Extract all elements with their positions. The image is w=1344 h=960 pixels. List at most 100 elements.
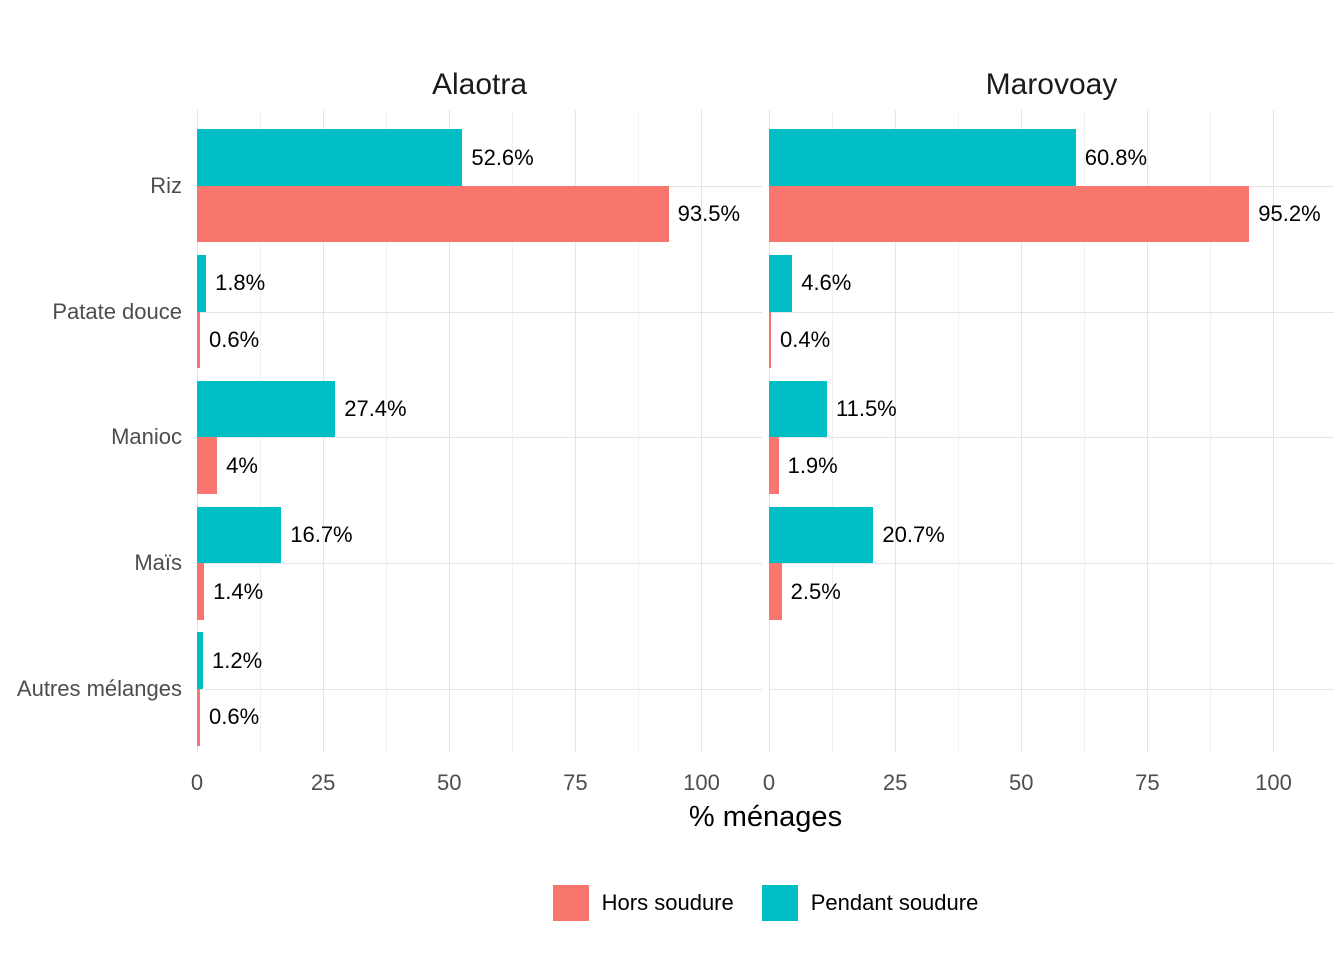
legend-item-pendant-soudure: Pendant soudure xyxy=(761,885,979,921)
gridline-minor-vertical xyxy=(958,110,960,752)
y-axis-label: Autres mélanges xyxy=(16,676,182,702)
panel-gap xyxy=(762,110,769,752)
bar-hors-soudure xyxy=(769,311,772,369)
gridline-major-horizontal xyxy=(197,311,762,313)
gridline-major-vertical xyxy=(1273,110,1275,752)
bar-slot: 20.7% xyxy=(769,506,1334,564)
legend-item-hors-soudure: Hors soudure xyxy=(552,885,734,921)
x-tick-label: 100 xyxy=(683,770,720,795)
category-row: 11.5% 1.9% xyxy=(769,375,1334,501)
bar-value-label: 2.5% xyxy=(790,578,841,604)
bar-value-label: 1.9% xyxy=(787,452,838,478)
gridline-major-horizontal xyxy=(769,437,1334,439)
category-row: 52.6% 93.5% xyxy=(197,123,762,249)
x-tick-label: 100 xyxy=(1255,770,1292,795)
category-rows: 52.6% 93.5% 1.8% 0.6% 27.4% 4% 16.7% 1.4% 1.2% 0.… xyxy=(197,123,762,752)
x-axis-ticks-alaotra: 0 25 50 75 100 xyxy=(191,752,762,799)
legend-swatch-hors-soudure xyxy=(552,885,589,921)
x-tick-label: 25 xyxy=(882,770,908,795)
bar-pendant-soudure xyxy=(197,632,204,690)
bar-hors-soudure xyxy=(197,563,205,620)
category-row: 27.4% 4% xyxy=(197,375,762,501)
bar-pendant-soudure xyxy=(769,506,874,564)
category-row: 20.7% 2.5% xyxy=(769,500,1334,626)
bar-hors-soudure xyxy=(769,185,1250,243)
facet-title-marovoay: Marovoay xyxy=(985,67,1118,101)
bar-pendant-soudure xyxy=(197,506,282,564)
category-rows: 60.8% 95.2% 4.6% 0.4% 11.5% 1.9% 20.7% 2.5% xyxy=(769,123,1334,752)
category-row: 4.6% 0.4% xyxy=(769,249,1334,375)
bar-hors-soudure xyxy=(197,185,669,243)
bar-slot: 16.7% xyxy=(197,506,762,564)
bar-slot: 2.5% xyxy=(769,563,1334,620)
bar-value-label: 1.8% xyxy=(215,270,266,296)
legend-label-pendant-soudure: Pendant soudure xyxy=(810,890,979,915)
bar-value-label: 27.4% xyxy=(344,396,407,422)
bar-pendant-soudure xyxy=(197,255,207,312)
category-row xyxy=(769,626,1334,752)
gridline-major-vertical xyxy=(575,110,577,752)
facet-title-alaotra: Alaotra xyxy=(431,67,528,101)
gridline-major-horizontal xyxy=(197,689,762,691)
x-axis-title-row: % ménages xyxy=(197,801,1334,837)
gridline-major-vertical xyxy=(895,110,897,752)
bar-pendant-soudure xyxy=(769,129,1076,186)
gridline-major-vertical xyxy=(1021,110,1023,752)
facet-panel-marovoay: 60.8% 95.2% 4.6% 0.4% 11.5% 1.9% 20.7% 2.5% xyxy=(769,110,1334,752)
gridline-major-horizontal xyxy=(769,311,1334,313)
x-tick-label: 0 xyxy=(190,770,204,795)
bar-pendant-soudure xyxy=(197,129,463,186)
x-tick-label: 75 xyxy=(1135,770,1160,795)
gridline-major-horizontal xyxy=(197,563,762,565)
gridline-minor-vertical xyxy=(1210,110,1212,752)
bar-value-label: 16.7% xyxy=(290,521,353,547)
bar-value-label: 0.6% xyxy=(209,326,260,352)
bar-value-label: 4% xyxy=(226,452,258,478)
facet-titles-row: Alaotra Marovoay xyxy=(0,0,1344,110)
legend-swatch-pendant-soudure xyxy=(761,885,798,921)
bar-slot: 1.2% xyxy=(197,632,762,690)
gridline-major-vertical xyxy=(701,110,703,752)
gridline-major-horizontal xyxy=(769,689,1334,691)
bar-slot: 1.9% xyxy=(769,437,1334,495)
bar-value-label: 52.6% xyxy=(471,144,534,170)
bar-slot: 4% xyxy=(197,437,762,495)
bar-value-label: 0.6% xyxy=(209,704,260,730)
x-axis: 0 25 50 75 100 0 25 50 75 100 xyxy=(0,752,1344,799)
x-tick-label: 0 xyxy=(762,770,776,795)
gridline-minor-vertical xyxy=(832,110,834,752)
category-row: 16.7% 1.4% xyxy=(197,500,762,626)
facet-panel-alaotra: 52.6% 93.5% 1.8% 0.6% 27.4% 4% 16.7% 1.4% 1.2% 0.… xyxy=(197,110,762,752)
plot-area: Riz Patate douce Manioc Maïs Autres mélanges… xyxy=(0,110,1344,752)
bar-slot: 0.6% xyxy=(197,689,762,746)
bar-slot: 0.6% xyxy=(197,311,762,369)
bar-slot: 52.6% xyxy=(197,129,762,186)
bar-value-label: 11.5% xyxy=(836,396,897,422)
x-axis-ticks-marovoay: 0 25 50 75 100 xyxy=(763,752,1334,799)
bar-slot: 1.4% xyxy=(197,563,762,620)
gridline-minor-vertical xyxy=(1084,110,1086,752)
bar-pendant-soudure xyxy=(769,380,827,438)
bar-value-label: 4.6% xyxy=(801,270,852,296)
bar-value-label: 0.4% xyxy=(780,326,831,352)
bar-hors-soudure xyxy=(197,689,201,746)
y-axis-labels: Riz Patate douce Manioc Maïs Autres mélanges xyxy=(0,110,197,752)
gridline-major-horizontal xyxy=(769,563,1334,565)
bar-value-label: 1.4% xyxy=(213,578,264,604)
gridline-minor-vertical xyxy=(386,110,388,752)
gridline-minor-vertical xyxy=(638,110,640,752)
x-tick-label: 25 xyxy=(310,770,336,795)
bar-slot: 1.8% xyxy=(197,255,762,312)
bar-slot: 4.6% xyxy=(769,255,1334,312)
bar-value-label: 93.5% xyxy=(677,201,741,227)
category-row: 1.2% 0.6% xyxy=(197,626,762,752)
bar-slot: 60.8% xyxy=(769,129,1334,186)
bar-hors-soudure xyxy=(769,563,782,620)
gridline-major-vertical xyxy=(449,110,451,752)
gridline-major-horizontal xyxy=(197,437,762,439)
bar-slot: 11.5% xyxy=(769,380,1334,438)
bar-hors-soudure xyxy=(197,437,218,495)
bar-pendant-soudure xyxy=(769,255,793,312)
x-tick-label: 50 xyxy=(436,770,462,795)
